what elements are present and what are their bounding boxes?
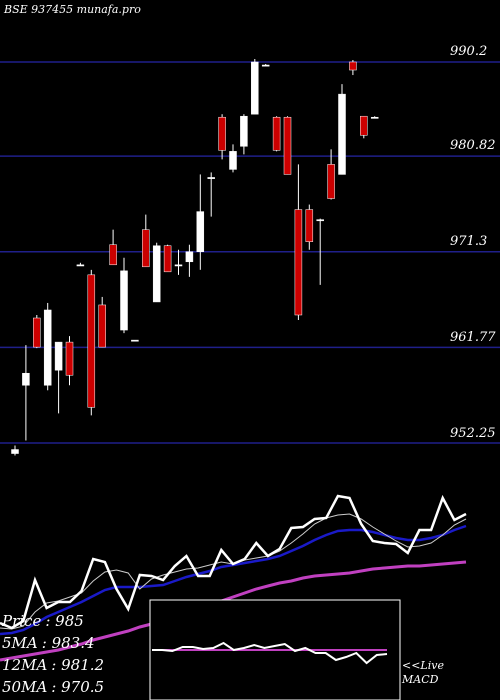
candle-body-up [131,339,139,342]
candle-body-down [283,116,292,175]
candle-body-up [196,211,205,252]
candle-body-up [229,151,237,170]
macd-label-line: MACD [402,673,439,686]
candle-body-up [240,115,248,147]
candle-body-up [120,270,128,331]
macd-line [152,641,388,665]
candle-body-up [207,177,215,179]
candle-body-up [11,449,19,454]
y-tick-label: 990.2 [450,44,488,59]
stat-5ma: 5MA: 983.4 [2,634,95,652]
stat-label: Price [2,612,42,630]
candle-body-down [305,209,314,242]
ma-long-line [0,560,467,662]
price-line [0,494,467,630]
candle-body-up [174,264,183,267]
stat-label: 12MA [2,656,48,674]
y-tick-label: 980.82 [450,138,496,153]
candle-body-up [185,251,194,263]
candle-body-down [33,317,41,348]
candle-body-up [338,93,346,175]
candle-body-up [54,341,63,371]
candle-body-up [261,64,270,67]
stat-price: Price: 985 [2,612,84,630]
candle-body-up [152,245,161,303]
stat-value: : 981.2 [51,656,105,674]
stat-label: 5MA [2,634,38,652]
candle-body-up [43,309,52,386]
candle-body-down [87,274,96,408]
stat-50ma: 50MA: 970.5 [2,678,104,696]
candle-body-down [65,341,74,376]
candle-body-down [349,61,357,71]
candle-body-down [294,209,303,316]
candle-body-down [327,164,335,199]
candle-body-down [272,116,281,151]
macd-label-line: <<Live [402,659,444,672]
y-tick-label: 961.77 [450,330,496,345]
stat-12ma: 12MA: 981.2 [2,656,104,674]
candle-body-up [316,219,324,222]
stat-value: : 970.5 [51,678,105,696]
candle-body-up [370,116,379,119]
chart-title: BSE 937455 munafa.pro [4,3,141,16]
candle-body-down [360,115,368,136]
stat-label: 50MA [2,678,48,696]
y-tick-label: 952.25 [450,426,496,441]
macd-label: <<Live MACD [402,659,444,687]
candle-body-up [22,372,30,386]
stat-value: : 983.4 [41,634,95,652]
candle-body-down [142,229,150,268]
candle-body-down [218,116,226,151]
stat-value: : 985 [45,612,84,630]
candle-body-down [109,244,117,266]
candle-body-up [251,61,259,115]
candle-body-up [76,264,85,267]
y-tick-label: 971.3 [450,234,488,249]
candle-body-down [98,304,106,348]
candle-body-down [163,245,172,273]
